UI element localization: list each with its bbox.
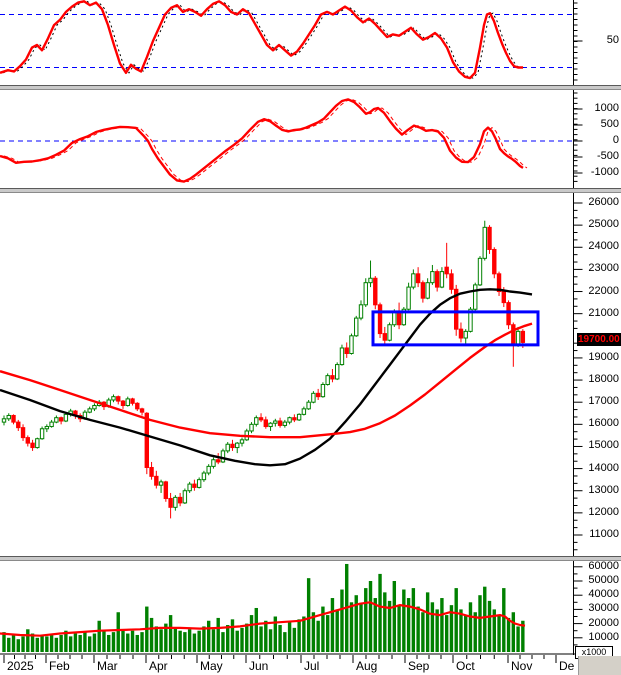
y-axis-label: 23000 [588,262,619,275]
x-axis-month-label: De [559,659,575,673]
x-axis-month-label: 2025 [7,659,34,673]
y-axis-label: 26000 [588,196,619,208]
y-axis-label: 24000 [588,240,619,253]
y-axis-label: 500 [600,118,619,130]
x-axis-month-label: Aug [356,659,378,673]
y-axis-label: 16000 [588,417,619,430]
x-axis-month-label: Jun [249,659,269,673]
x-axis-month-label: Feb [49,659,70,673]
y-axis-label: 17000 [588,395,619,408]
y-axis-label: 30000 [588,602,619,615]
x-axis-month-label: Oct [456,659,475,673]
y-axis-label: 40000 [588,588,619,601]
panel-splitter-2[interactable] [0,188,621,193]
y-axis-label: 14000 [588,461,619,474]
x-axis-month-label: Jul [304,659,320,673]
y-axis-label: 0 [612,134,619,146]
y-axis-label: 1000 [594,102,619,114]
y-axis-label: 11000 [589,527,619,540]
y-axis-label: 22000 [588,284,619,297]
y-axis-label: 21000 [588,306,619,319]
y-axis-label: 20000 [588,616,619,629]
x-axis-month-label: Sep [408,659,430,673]
momentum-panel-plot[interactable] [0,91,573,187]
price-panel-plot[interactable] [0,194,573,556]
axis-corner [578,656,621,675]
y-axis-label: -1000 [590,166,619,178]
y-axis-label: 10000 [588,630,619,643]
y-axis-label: 12000 [588,505,619,518]
volume-panel-plot[interactable] [0,562,573,653]
y-axis-label: 25000 [588,218,619,231]
panel-splitter-1[interactable] [0,85,621,90]
y-axis-label: 60000 [588,559,619,572]
y-axis-label: 13000 [588,483,619,496]
last-price-tag: 19700.00 [577,333,621,346]
panel-splitter-3[interactable] [0,556,621,561]
oscillator-panel-plot[interactable] [0,0,573,85]
y-axis-label: 19000 [588,350,619,363]
x-axis-month-label: May [200,659,223,673]
y-axis-label: 15000 [588,439,619,452]
y-axis-label: 18000 [588,373,619,386]
y-axis-label: -500 [596,150,619,162]
x-axis-month-label: Apr [149,659,168,673]
y-axis-label: 50 [606,34,619,46]
x-axis-month-label: Mar [97,659,118,673]
y-axis-label: 50000 [588,574,619,586]
x-axis-month-label: Nov [511,659,533,673]
